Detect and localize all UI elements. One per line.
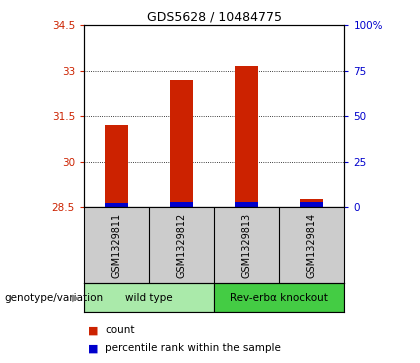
Bar [170, 80, 193, 207]
Text: Rev-erbα knockout: Rev-erbα knockout [230, 293, 328, 303]
Bar [235, 202, 258, 207]
Bar [235, 66, 258, 207]
Text: GSM1329812: GSM1329812 [177, 212, 186, 278]
Bar [300, 203, 323, 207]
Text: GSM1329814: GSM1329814 [307, 212, 317, 278]
Bar [170, 202, 193, 207]
Text: ■: ■ [88, 343, 99, 354]
Text: GSM1329813: GSM1329813 [242, 212, 252, 278]
Bar [300, 199, 323, 207]
Text: count: count [105, 325, 134, 335]
Bar [214, 283, 344, 312]
Bar [105, 203, 128, 207]
Text: GDS5628 / 10484775: GDS5628 / 10484775 [147, 11, 282, 24]
Text: GSM1329811: GSM1329811 [112, 212, 121, 278]
Bar [84, 283, 214, 312]
Text: genotype/variation: genotype/variation [4, 293, 103, 303]
Text: ▶: ▶ [72, 293, 80, 303]
Text: ■: ■ [88, 325, 99, 335]
Text: percentile rank within the sample: percentile rank within the sample [105, 343, 281, 354]
Bar [105, 125, 128, 207]
Text: wild type: wild type [125, 293, 173, 303]
